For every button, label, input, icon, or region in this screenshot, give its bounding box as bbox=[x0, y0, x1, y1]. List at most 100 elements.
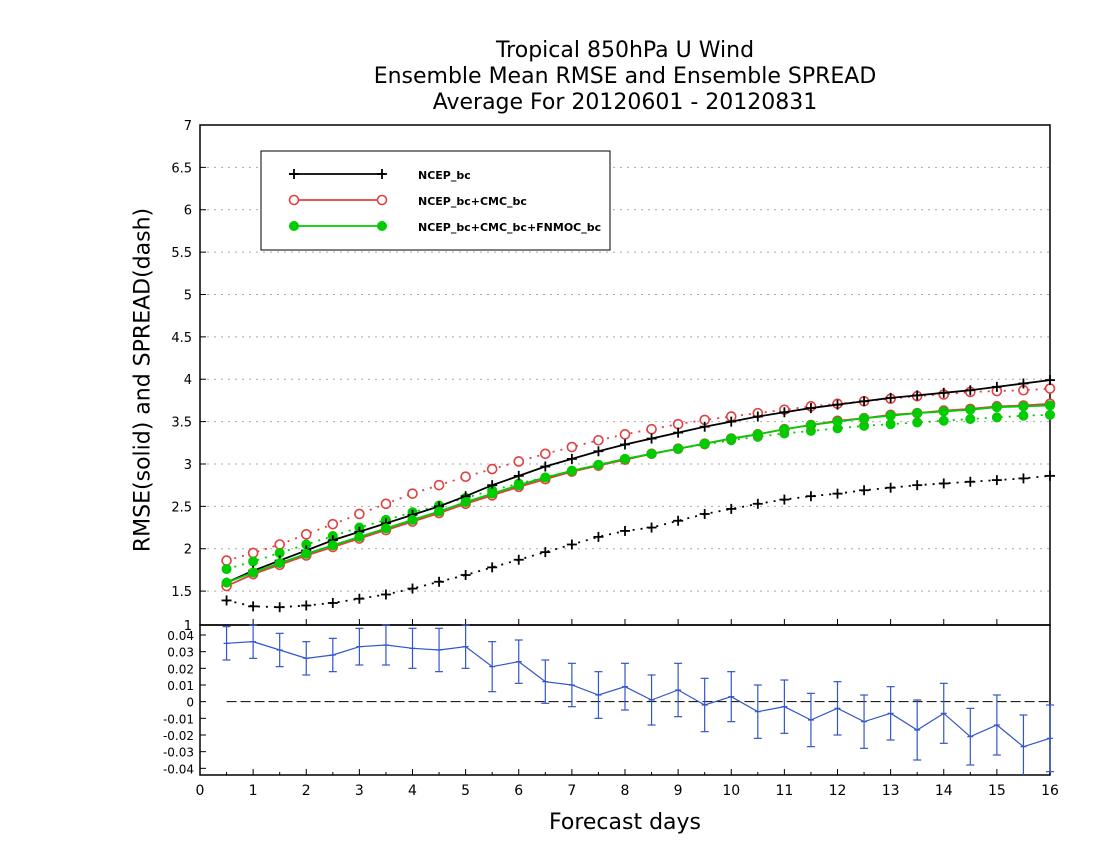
data-point-series-3 bbox=[540, 547, 551, 558]
data-point-series-4 bbox=[274, 539, 285, 550]
data-point-series-0 bbox=[699, 421, 710, 432]
data-point-series-5 bbox=[965, 414, 976, 425]
data-point-series-3 bbox=[566, 539, 577, 550]
diff-y-tick-label: -0.02 bbox=[163, 729, 194, 743]
data-point-series-2 bbox=[301, 548, 312, 559]
data-point-series-3 bbox=[726, 503, 737, 514]
data-point-series-0 bbox=[859, 396, 870, 407]
x-tick-label: 7 bbox=[567, 783, 576, 799]
data-point-series-3 bbox=[620, 525, 630, 536]
x-tick-label: 3 bbox=[355, 783, 364, 799]
data-point-series-3 bbox=[221, 595, 232, 606]
x-tick-label: 15 bbox=[988, 783, 1006, 799]
legend-label-1: NCEP_bc+CMC_bc bbox=[418, 195, 527, 208]
data-point-series-0 bbox=[673, 427, 684, 438]
y-tick-label: 6.5 bbox=[171, 161, 192, 176]
chart-title-line-2: Ensemble Mean RMSE and Ensemble SPREAD bbox=[373, 64, 877, 89]
data-point-series-2 bbox=[805, 420, 816, 430]
data-point-series-3 bbox=[327, 597, 338, 608]
data-point-series-0 bbox=[1045, 375, 1055, 386]
series-line-0 bbox=[226, 379, 1051, 584]
data-point-series-4 bbox=[1044, 383, 1056, 394]
data-point-series-2 bbox=[566, 465, 577, 476]
legend-marker-right-0 bbox=[377, 169, 387, 179]
diff-y-tick-label: -0.01 bbox=[163, 712, 194, 726]
y-tick-label: 3 bbox=[184, 458, 192, 473]
data-point-series-5 bbox=[912, 417, 923, 428]
data-point-series-3 bbox=[487, 562, 498, 573]
x-tick-label: 16 bbox=[1041, 783, 1059, 799]
diff-y-tick-label: -0.03 bbox=[163, 746, 194, 760]
data-point-series-3 bbox=[805, 491, 816, 502]
series-line-2 bbox=[226, 404, 1051, 584]
data-point-series-3 bbox=[460, 570, 471, 580]
data-point-series-4 bbox=[486, 463, 498, 475]
chart-title-line-3: Average For 20120601 - 20120831 bbox=[432, 90, 818, 115]
diff-top-tick-label: 1 bbox=[184, 619, 192, 634]
data-point-series-2 bbox=[460, 497, 471, 508]
data-point-series-2 bbox=[673, 443, 684, 454]
data-point-series-3 bbox=[434, 576, 445, 587]
data-point-series-0 bbox=[805, 403, 816, 414]
data-point-series-2 bbox=[726, 433, 737, 444]
data-point-series-0 bbox=[566, 453, 577, 464]
difference-line bbox=[226, 641, 1051, 748]
y-tick-label: 2 bbox=[184, 543, 192, 558]
data-point-series-3 bbox=[274, 602, 285, 613]
diff-y-tick-label: 0.03 bbox=[167, 646, 194, 660]
y-tick-label: 5.5 bbox=[171, 246, 192, 261]
data-point-series-3 bbox=[354, 593, 365, 604]
x-tick-label: 6 bbox=[514, 783, 523, 799]
legend-label-0: NCEP_bc bbox=[418, 169, 471, 182]
x-tick-label: 9 bbox=[674, 783, 683, 799]
data-point-series-3 bbox=[301, 600, 312, 611]
x-axis-label: Forecast days bbox=[548, 810, 701, 835]
data-point-series-3 bbox=[673, 515, 684, 526]
x-tick-label: 8 bbox=[621, 783, 630, 799]
data-point-series-0 bbox=[885, 392, 896, 403]
data-point-series-0 bbox=[832, 399, 843, 410]
data-point-series-2 bbox=[407, 514, 418, 525]
y-tick-label: 2.5 bbox=[171, 500, 192, 515]
data-point-series-3 bbox=[779, 494, 790, 505]
x-tick-label: 4 bbox=[408, 783, 417, 799]
data-point-series-2 bbox=[248, 567, 259, 578]
legend-marker-left-2 bbox=[289, 221, 299, 231]
y-tick-label: 7 bbox=[184, 119, 192, 134]
data-point-series-5 bbox=[221, 564, 232, 575]
data-point-series-3 bbox=[938, 478, 949, 489]
data-point-series-2 bbox=[620, 453, 630, 464]
data-point-series-4 bbox=[513, 456, 525, 467]
data-point-series-0 bbox=[620, 439, 630, 450]
data-point-series-0 bbox=[593, 446, 604, 457]
data-point-series-0 bbox=[752, 411, 763, 422]
data-point-series-3 bbox=[407, 583, 418, 594]
data-point-series-2 bbox=[1045, 400, 1055, 411]
legend-marker-left-0 bbox=[289, 169, 299, 179]
data-point-series-0 bbox=[779, 407, 790, 418]
data-point-series-4 bbox=[300, 529, 312, 540]
data-point-series-5 bbox=[1018, 410, 1029, 421]
data-point-series-2 bbox=[434, 506, 445, 517]
data-point-series-2 bbox=[513, 480, 524, 491]
data-point-series-3 bbox=[912, 480, 923, 491]
data-point-series-2 bbox=[965, 404, 976, 415]
data-point-series-2 bbox=[991, 402, 1002, 413]
data-point-series-3 bbox=[859, 485, 870, 496]
data-point-series-3 bbox=[1018, 473, 1029, 484]
data-point-series-0 bbox=[938, 387, 949, 398]
diff-y-tick-label: 0.01 bbox=[167, 679, 194, 693]
data-point-series-4 bbox=[380, 498, 392, 510]
diff-y-tick-label: 0 bbox=[186, 696, 194, 710]
data-point-series-0 bbox=[1018, 378, 1029, 389]
data-point-series-2 bbox=[274, 558, 285, 569]
legend-marker-right-2 bbox=[377, 221, 387, 231]
data-point-series-4 bbox=[460, 471, 471, 482]
data-point-series-2 bbox=[327, 540, 338, 551]
data-point-series-3 bbox=[832, 488, 843, 499]
y-tick-label: 4.5 bbox=[171, 331, 192, 346]
data-point-series-0 bbox=[991, 381, 1002, 392]
data-point-series-4 bbox=[672, 418, 684, 430]
data-point-series-2 bbox=[487, 488, 498, 499]
